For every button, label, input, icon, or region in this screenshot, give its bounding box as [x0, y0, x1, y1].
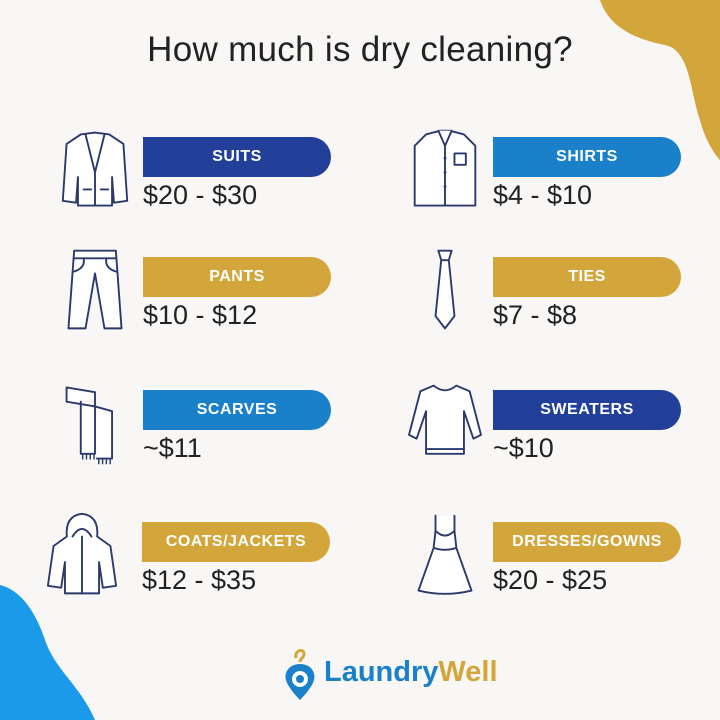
logo-text-well: Well	[438, 656, 498, 688]
price-range: $10 - $12	[143, 300, 258, 330]
price-range: $4 - $10	[493, 180, 593, 210]
price-range: $20 - $30	[143, 180, 258, 210]
item-sweaters: SWEATERS ~$10	[405, 378, 720, 488]
top-right-blob	[600, 0, 720, 160]
category-badge: SWEATERS	[493, 390, 681, 430]
suit-jacket-icon	[61, 131, 129, 207]
tie-icon	[434, 249, 456, 330]
category-badge: COATS/JACKETS	[142, 522, 330, 562]
location-hanger-icon	[285, 649, 315, 700]
category-badge: TIES	[493, 257, 681, 297]
scarf-icon	[65, 386, 113, 465]
item-scarves: SCARVES ~$11	[55, 378, 395, 488]
item-shirts: SHIRTS $4 - $10	[405, 125, 720, 235]
coat-icon	[46, 512, 118, 595]
shirt-icon	[413, 129, 477, 207]
laundrywell-logo: LaundryWell	[282, 646, 512, 706]
sweater-icon	[408, 384, 482, 455]
category-badge: PANTS	[143, 257, 331, 297]
category-badge: SUITS	[143, 137, 331, 177]
price-range: $12 - $35	[142, 565, 257, 595]
dress-icon	[417, 514, 473, 595]
price-range: $7 - $8	[493, 300, 578, 330]
item-suits: SUITS $20 - $30	[55, 125, 395, 235]
price-range: ~$11	[143, 433, 202, 463]
category-badge: SCARVES	[143, 390, 331, 430]
bottom-left-blob	[0, 585, 95, 720]
item-coats-jackets: COATS/JACKETS $12 - $35	[42, 510, 382, 620]
item-pants: PANTS $10 - $12	[55, 245, 395, 355]
item-ties: TIES $7 - $8	[405, 245, 720, 355]
pants-icon	[67, 249, 123, 330]
item-dresses-gowns: DRESSES/GOWNS $20 - $25	[405, 510, 720, 620]
category-badge: DRESSES/GOWNS	[493, 522, 681, 562]
price-range: $20 - $25	[493, 565, 608, 595]
logo-text-laundry: Laundry	[324, 656, 439, 688]
price-range: ~$10	[493, 433, 554, 463]
page-title: How much is dry cleaning?	[147, 30, 573, 69]
category-badge: SHIRTS	[493, 137, 681, 177]
